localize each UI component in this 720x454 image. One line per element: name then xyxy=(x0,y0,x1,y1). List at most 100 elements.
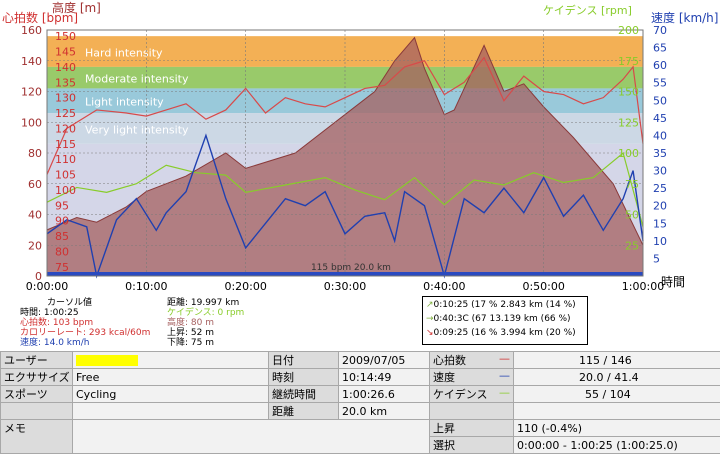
zone-summary-text: 0:40:3C (67 13.139 km (66 %) xyxy=(434,314,571,324)
zone-label: Hard intensity xyxy=(85,47,163,60)
hr-tick-label: 95 xyxy=(55,199,69,212)
cursor-speed: 速度: 14.0 km/h xyxy=(20,338,90,348)
hr-label: 心拍数— xyxy=(430,352,514,369)
exercise-value: Free xyxy=(73,369,269,386)
speed-tick-label: 65 xyxy=(653,42,667,55)
hr-tick-label: 100 xyxy=(55,184,76,197)
cadence-label: ケイデンス— xyxy=(430,386,514,403)
cursor-hr: 心拍数: 103 bpm xyxy=(20,318,93,328)
cursor-altitude: 高度: 80 m xyxy=(167,318,214,328)
cursor-distance: 距離: 19.997 km xyxy=(167,298,239,308)
speed-value: 20.0 / 41.4 xyxy=(514,369,720,386)
speed-tick-label: 45 xyxy=(653,112,667,125)
user-label: ユーザー xyxy=(1,352,73,369)
cadence-tick-label: 75 xyxy=(625,178,639,191)
date-label: 日付 xyxy=(269,352,339,369)
cadence-tick-label: 100 xyxy=(618,147,639,160)
selection-label: 選択 xyxy=(430,437,514,454)
cursor-calorie: カロリーレート: 293 kcal/60m xyxy=(20,328,150,338)
cursor-ascent: 上昇: 52 m xyxy=(167,328,214,338)
user-name-redacted xyxy=(76,355,138,366)
altitude-tick-label: 80 xyxy=(28,147,42,160)
altitude-tick-label: 120 xyxy=(21,86,42,99)
exercise-label: エクササイズ xyxy=(1,369,73,386)
selection-value: 0:00:00 - 1:00:25 (1:00:25.0) xyxy=(514,437,720,454)
hr-tick-label: 145 xyxy=(55,46,76,59)
speed-tick-label: 30 xyxy=(653,165,667,178)
time-axis-title: 時間 xyxy=(661,275,685,289)
chart-area[interactable]: Hard intensity Moderate intensity Light in… xyxy=(0,0,720,350)
sport-value: Cycling xyxy=(73,386,269,403)
altitude-tick-label: 60 xyxy=(28,178,42,191)
speed-tick-label: 15 xyxy=(653,217,667,230)
hr-tick-label: 130 xyxy=(55,92,76,105)
cursor-title: カーソル値 xyxy=(47,298,92,308)
memo-label: メモ xyxy=(1,420,73,454)
memo-field[interactable] xyxy=(73,420,430,454)
duration-value: 1:00:26.6 xyxy=(339,386,430,403)
cadence-value: 55 / 104 xyxy=(514,386,720,403)
speed-tick-label: 70 xyxy=(653,24,667,37)
speed-tick-label: 25 xyxy=(653,182,667,195)
zone-summary-text: 0:09:25 (16 % 3.994 km (20 %) xyxy=(434,328,576,338)
hr-tick-label: 90 xyxy=(55,215,69,228)
hr-tick-label: 115 xyxy=(55,138,76,151)
zone-summary-row: →0:40:3C (67 13.139 km (66 %) xyxy=(426,314,571,324)
cadence-tick-label: 200 xyxy=(618,24,639,37)
hr-tick-label: 120 xyxy=(55,122,76,135)
zone-summary-box: ↗0:10:25 (17 % 2.843 km (14 %) →0:40:3C … xyxy=(422,296,588,345)
hr-tick-label: 75 xyxy=(55,261,69,274)
cursor-time: 時間: 1:00:25 xyxy=(20,308,79,318)
distance-value: 20.0 km xyxy=(339,403,430,420)
zone-summary-text: 0:10:25 (17 % 2.843 km (14 %) xyxy=(434,300,576,310)
ascent-label: 上昇 xyxy=(430,420,514,437)
distance-label: 距離 xyxy=(269,403,339,420)
time-tick-label: 0:50:00 xyxy=(522,280,564,293)
speed-label: 速度— xyxy=(430,369,514,386)
time-tick-label: 0:10:00 xyxy=(125,280,167,293)
zone-label: Light intensity xyxy=(85,96,164,109)
time-tick-label: 1:00:00 xyxy=(622,280,664,293)
time-tick-label: 0:20:00 xyxy=(224,280,266,293)
ascent-value: 110 (-0.4%) xyxy=(514,420,720,437)
hr-tick-label: 140 xyxy=(55,61,76,74)
altitude-tick-label: 20 xyxy=(28,239,42,252)
cadence-axis-title: ケイデンス [rpm] xyxy=(543,3,632,17)
speed-tick-label: 50 xyxy=(653,94,667,107)
hr-tick-label: 125 xyxy=(55,107,76,120)
cadence-tick-label: 175 xyxy=(618,55,639,68)
time-tick-label: 0:00:00 xyxy=(26,280,68,293)
hr-tick-label: 135 xyxy=(55,76,76,89)
cadence-tick-label: 150 xyxy=(618,86,639,99)
zone-summary-row: ↘0:09:25 (16 % 3.994 km (20 %) xyxy=(426,328,576,338)
altitude-tick-label: 40 xyxy=(28,209,42,222)
heartrate-axis-title: 心拍数 [bpm] xyxy=(2,10,78,25)
cadence-tick-label: 25 xyxy=(625,239,639,252)
altitude-tick-label: 160 xyxy=(21,24,42,37)
altitude-tick-label: 140 xyxy=(21,55,42,68)
cadence-tick-label: 50 xyxy=(625,209,639,222)
zone-label: Very light intensity xyxy=(85,123,189,136)
time-tick-label: 0:40:00 xyxy=(423,280,465,293)
cadence-tick-label: 125 xyxy=(618,116,639,129)
hr-tick-label: 105 xyxy=(55,169,76,182)
hr-tick-label: 85 xyxy=(55,230,69,243)
speed-axis-title: 速度 [km/h] xyxy=(651,10,718,25)
hr-tick-label: 80 xyxy=(55,245,69,258)
speed-tick-label: 20 xyxy=(653,200,667,213)
zone-summary-row: ↗0:10:25 (17 % 2.843 km (14 %) xyxy=(426,300,576,310)
hr-tick-label: 150 xyxy=(55,30,76,43)
duration-label: 継続時間 xyxy=(269,386,339,403)
time-tick-label: 0:30:00 xyxy=(324,280,366,293)
time-value: 10:14:49 xyxy=(339,369,430,386)
time-label: 時刻 xyxy=(269,369,339,386)
cursor-cadence: ケイデンス: 0 rpm xyxy=(167,308,244,318)
sport-label: スポーツ xyxy=(1,386,73,403)
bottom-summary-label: 115 bpm 20.0 km xyxy=(311,263,391,273)
altitude-tick-label: 100 xyxy=(21,116,42,129)
speed-tick-label: 60 xyxy=(653,59,667,72)
speed-tick-label: 55 xyxy=(653,77,667,90)
user-value[interactable] xyxy=(73,352,269,369)
hr-tick-label: 110 xyxy=(55,153,76,166)
zone-label: Moderate intensity xyxy=(85,73,189,86)
